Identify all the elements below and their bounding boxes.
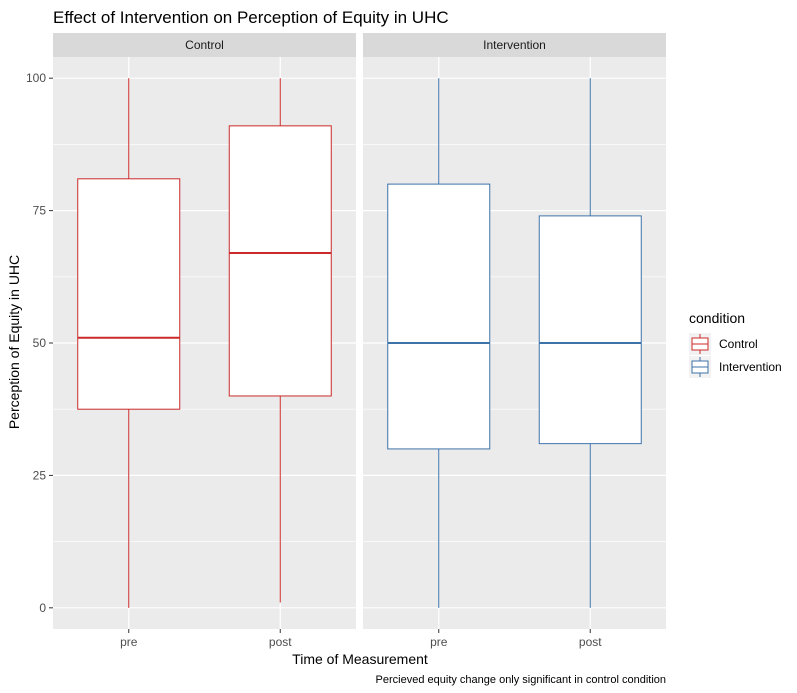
facet-intervention: Intervention pre post — [363, 33, 666, 649]
legend-entry-control: Control — [689, 333, 758, 355]
y-tick-label: 75 — [33, 204, 47, 218]
box-control-post — [228, 78, 332, 603]
box-iqr — [538, 215, 642, 445]
facet-strip — [53, 33, 356, 57]
box-iqr — [77, 178, 181, 410]
x-tick-label: pre — [120, 635, 138, 649]
facet-strip-label: Control — [185, 38, 224, 52]
x-tick-label: post — [269, 635, 292, 649]
x-axis-title: Time of Measurement — [292, 651, 428, 667]
y-axis-title: Perception of Equity in UHC — [6, 255, 22, 429]
y-tick-label: 50 — [33, 336, 47, 350]
box-intervention-pre — [387, 78, 491, 608]
legend: condition Control Intervention — [689, 310, 782, 378]
y-tick-label: 0 — [39, 601, 46, 615]
x-tick-label: post — [579, 635, 602, 649]
legend-title: condition — [689, 310, 745, 326]
chart-caption: Percieved equity change only significant… — [376, 674, 666, 686]
y-axis: 0 25 50 75 100 — [26, 71, 53, 615]
y-tick-label: 25 — [33, 468, 47, 482]
box-iqr — [387, 183, 491, 450]
x-tick-label: pre — [430, 635, 448, 649]
facet-strip — [363, 33, 666, 57]
facet-panels: Control pre post Intervention pre post — [53, 33, 666, 649]
legend-entry-intervention: Intervention — [689, 356, 782, 378]
chart-title: Effect of Intervention on Perception of … — [53, 8, 449, 27]
facet-control: Control pre post — [53, 33, 356, 649]
facet-strip-label: Intervention — [483, 38, 546, 52]
box-intervention-post — [538, 78, 642, 608]
legend-label: Control — [719, 337, 758, 351]
legend-label: Intervention — [719, 360, 782, 374]
y-tick-label: 100 — [26, 71, 46, 85]
box-control-pre — [77, 78, 181, 608]
box-iqr — [228, 125, 332, 397]
